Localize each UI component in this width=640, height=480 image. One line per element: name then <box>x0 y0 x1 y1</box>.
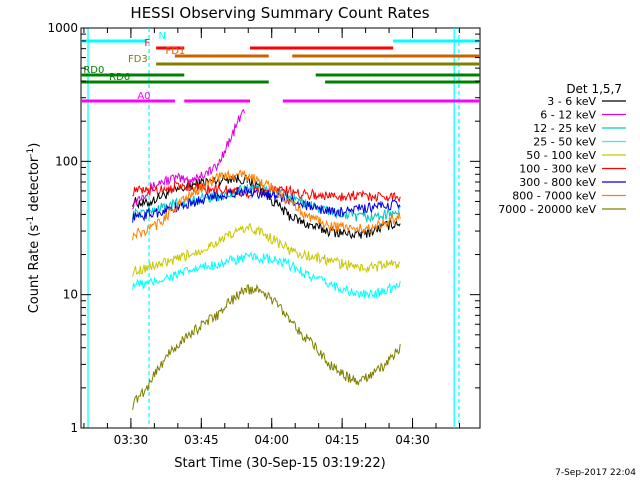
legend-title: Det 1,5,7 <box>566 82 622 96</box>
legend-label: 12 - 25 keV <box>533 122 596 135</box>
series-line-4 <box>132 251 401 300</box>
series-line-2 <box>132 109 245 210</box>
x-axis-label: Start Time (30-Sep-15 03:19:22) <box>174 456 385 471</box>
legend-label: 7000 - 20000 keV <box>498 203 596 216</box>
attenuator-label-rd6: RD6 <box>109 72 130 83</box>
attenuator-label-a0: A0 <box>137 91 150 102</box>
series-line-6 <box>132 181 401 203</box>
attenuator-label-rd0: RD0 <box>83 65 104 76</box>
x-tick-label: 04:00 <box>254 433 289 447</box>
x-tick-label: 04:30 <box>395 433 430 447</box>
legend-label: 6 - 12 keV <box>540 109 596 122</box>
y-tick-label: 1 <box>70 421 78 435</box>
y-axis: 1 10 100 1000 <box>47 21 480 435</box>
series-line-3 <box>132 181 401 223</box>
series-line-9 <box>132 283 401 410</box>
attenuator-label-n: N <box>158 31 165 42</box>
y-tick-label: 100 <box>55 154 78 168</box>
legend-label: 3 - 6 keV <box>547 95 596 108</box>
date-stamp: 7-Sep-2017 22:04 <box>555 468 636 478</box>
x-tick-label: 03:30 <box>114 433 149 447</box>
y-tick-label: 10 <box>63 288 78 302</box>
series-line-1 <box>132 174 401 240</box>
attenuator-label-fd3: FD3 <box>128 54 148 65</box>
y-axis-label: Count Rate (s-1 detector-1) <box>26 143 42 314</box>
x-tick-label: 04:15 <box>325 433 360 447</box>
legend-label: 50 - 100 keV <box>526 149 596 162</box>
y-tick-label: 1000 <box>47 21 78 35</box>
series-line-5 <box>132 222 401 277</box>
x-axis: 03:30 03:45 04:00 04:15 04:30 <box>83 28 460 447</box>
attenuator-bars: NF FD1 FD3 RD0 RD6 A0 <box>81 28 480 428</box>
plot-area: NF FD1 FD3 RD0 RD6 A0 1 10 100 1000 03:30 03:45 04… <box>47 21 481 447</box>
series-line-8 <box>132 169 401 241</box>
plot-frame <box>80 27 481 429</box>
legend-label: 300 - 800 keV <box>519 176 596 189</box>
x-tick-label: 03:45 <box>184 433 219 447</box>
attenuator-label-f: F <box>144 38 150 49</box>
legend-label: 25 - 50 keV <box>533 136 596 149</box>
series-lines <box>132 109 401 410</box>
legend-label: 100 - 300 keV <box>519 163 596 176</box>
legend-label: 800 - 7000 keV <box>512 190 596 203</box>
chart-title: HESSI Observing Summary Count Rates <box>130 4 429 22</box>
attenuator-label-fd1: FD1 <box>165 46 185 57</box>
